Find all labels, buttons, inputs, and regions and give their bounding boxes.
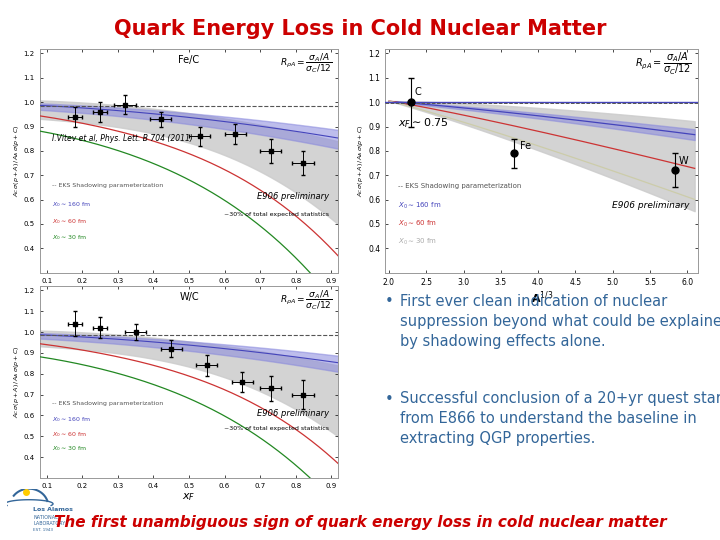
Text: $X_0 \sim 60$ fm: $X_0 \sim 60$ fm	[397, 219, 436, 229]
Text: $X_0 \sim 60$ fm: $X_0 \sim 60$ fm	[52, 430, 86, 439]
Y-axis label: $A_C\,\sigma(p+A)\,/\,A_A\,\sigma(p+C)$: $A_C\,\sigma(p+A)\,/\,A_A\,\sigma(p+C)$	[12, 124, 21, 197]
Text: $R_{\rho A} = \dfrac{\sigma_A/A}{\sigma_C/12}$: $R_{\rho A} = \dfrac{\sigma_A/A}{\sigma_…	[280, 288, 333, 312]
Text: $X_0 \sim 60$ fm: $X_0 \sim 60$ fm	[52, 217, 86, 226]
Text: -- EKS Shadowing parameterization: -- EKS Shadowing parameterization	[52, 401, 163, 406]
Y-axis label: $A_C\,\sigma(p+A)\,/\,A_A\,\sigma(p+C)$: $A_C\,\sigma(p+A)\,/\,A_A\,\sigma(p+C)$	[12, 346, 21, 418]
Text: W/C: W/C	[179, 292, 199, 302]
Text: •: •	[385, 392, 394, 407]
Text: -- EKS Shadowing parameterization: -- EKS Shadowing parameterization	[397, 183, 521, 189]
Text: Fe/C: Fe/C	[179, 55, 199, 65]
Text: I.Vitev et al, Phys. Lett. B 704 (2011): I.Vitev et al, Phys. Lett. B 704 (2011)	[52, 134, 192, 143]
Text: ~30% of total expected statistics: ~30% of total expected statistics	[225, 426, 330, 431]
Text: E906 preliminary: E906 preliminary	[257, 409, 330, 418]
Text: Successful conclusion of a 20+yr quest starting
from E866 to understand the base: Successful conclusion of a 20+yr quest s…	[400, 392, 720, 446]
Text: E906 preliminary: E906 preliminary	[257, 192, 330, 201]
Text: LABORATORY: LABORATORY	[33, 521, 66, 525]
Text: W: W	[678, 156, 688, 166]
Text: •: •	[385, 294, 394, 309]
X-axis label: $x_F$: $x_F$	[182, 491, 196, 503]
Text: Los Alamos: Los Alamos	[33, 507, 73, 512]
Text: -- EKS Shadowing parameterization: -- EKS Shadowing parameterization	[52, 183, 163, 188]
Text: $R_{\rho A} = \dfrac{\sigma_A/A}{\sigma_C/12}$: $R_{\rho A} = \dfrac{\sigma_A/A}{\sigma_…	[635, 51, 692, 77]
Text: NATIONAL: NATIONAL	[33, 515, 58, 519]
Text: E906 preliminary: E906 preliminary	[611, 201, 689, 210]
Text: $R_{\rho A} = \dfrac{\sigma_A/A}{\sigma_C/12}$: $R_{\rho A} = \dfrac{\sigma_A/A}{\sigma_…	[280, 51, 333, 75]
Text: ~30% of total expected statistics: ~30% of total expected statistics	[225, 212, 330, 217]
Text: C: C	[414, 87, 421, 97]
Text: $X_0 \sim 30$ fm: $X_0 \sim 30$ fm	[397, 237, 436, 247]
X-axis label: $\mathbf{A}^{1/3}$: $\mathbf{A}^{1/3}$	[531, 289, 553, 306]
Text: $X_0 \sim 160$ fm: $X_0 \sim 160$ fm	[397, 201, 441, 211]
Text: $X_0 \sim 30$ fm: $X_0 \sim 30$ fm	[52, 233, 86, 242]
Text: $X_0 \sim 160$ fm: $X_0 \sim 160$ fm	[52, 416, 90, 424]
Text: The first unambiguous sign of quark energy loss in cold nuclear matter: The first unambiguous sign of quark ener…	[54, 515, 666, 530]
Y-axis label: $A_C\,\sigma(p+A)\,/\,A_A\,\sigma(p+C)$: $A_C\,\sigma(p+A)\,/\,A_A\,\sigma(p+C)$	[356, 124, 366, 197]
Text: Quark Energy Loss in Cold Nuclear Matter: Quark Energy Loss in Cold Nuclear Matter	[114, 19, 606, 39]
Text: $x_F \sim 0.75$: $x_F \sim 0.75$	[397, 116, 448, 130]
Text: $X_0 \sim 160$ fm: $X_0 \sim 160$ fm	[52, 200, 90, 209]
Text: Fe: Fe	[520, 141, 531, 151]
Text: First ever clean indication of nuclear
suppression beyond what could be explaine: First ever clean indication of nuclear s…	[400, 294, 720, 349]
Text: EST. 1943: EST. 1943	[33, 528, 53, 532]
Text: $X_0 \sim 30$ fm: $X_0 \sim 30$ fm	[52, 444, 86, 453]
